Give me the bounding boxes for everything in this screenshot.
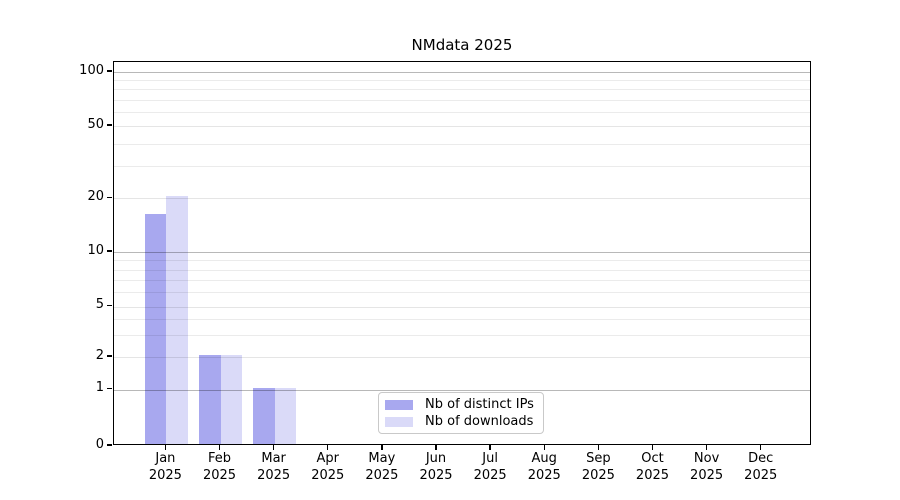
gridline [114, 99, 810, 101]
gridline [114, 260, 810, 262]
x-tick [543, 445, 545, 450]
bar-downloads-mar [274, 387, 297, 444]
gridline [114, 72, 810, 73]
bar-distinct-ips-jan [144, 213, 167, 444]
y-tick [107, 196, 112, 198]
gridline [114, 334, 810, 336]
y-tick-label: 2 [95, 347, 104, 363]
x-tick [218, 445, 221, 450]
gridline [114, 269, 810, 271]
legend-label-distinct-ips: Nb of distinct IPs [425, 397, 534, 412]
y-tick [107, 124, 112, 126]
x-tick [327, 445, 329, 450]
legend: Nb of distinct IPs Nb of downloads [378, 392, 544, 434]
x-tick-label: Jan 2025 [148, 451, 182, 483]
legend-row: Nb of distinct IPs [385, 397, 537, 412]
x-tick-label: Nov 2025 [690, 451, 724, 483]
y-tick [107, 70, 112, 72]
y-tick-label: 50 [87, 116, 104, 132]
x-tick-label: Aug 2025 [527, 451, 561, 483]
y-tick-label: 5 [95, 297, 104, 313]
x-tick [597, 445, 600, 450]
gridline [114, 306, 810, 308]
y-tick [107, 388, 112, 390]
x-tick [435, 445, 437, 450]
gridline [114, 111, 810, 113]
legend-swatch-downloads [385, 416, 413, 427]
x-tick-label: Jun 2025 [419, 451, 453, 483]
plot-area [113, 61, 811, 445]
y-tick [107, 355, 112, 357]
x-tick [651, 445, 654, 450]
x-tick-label: Mar 2025 [257, 451, 291, 483]
chart-title: NMdata 2025 [411, 36, 513, 54]
legend-row: Nb of downloads [385, 414, 537, 429]
gridline [114, 318, 810, 320]
gridline [114, 198, 810, 200]
bar-distinct-ips-feb [198, 355, 221, 444]
y-tick-label: 10 [87, 242, 104, 258]
gridline [114, 166, 810, 168]
x-tick-label: Jul 2025 [473, 451, 507, 483]
y-tick [107, 444, 112, 446]
gridline [114, 292, 810, 294]
x-tick [164, 445, 167, 450]
x-tick-label: Sep 2025 [581, 451, 615, 483]
x-tick-label: Feb 2025 [202, 451, 237, 483]
x-tick-label: Oct 2025 [635, 451, 670, 483]
x-tick [760, 445, 762, 450]
y-tick-label: 100 [79, 62, 104, 78]
gridline [114, 80, 810, 82]
y-tick-label: 0 [95, 436, 104, 452]
gridline [114, 252, 810, 253]
legend-swatch-distinct-ips [385, 399, 413, 410]
bar-downloads-jan [166, 196, 188, 444]
gridline [114, 126, 810, 127]
bar-distinct-ips-mar [253, 387, 275, 444]
y-tick [107, 305, 112, 307]
x-tick-label: Apr 2025 [311, 451, 345, 483]
gridline [114, 89, 810, 91]
x-tick [489, 445, 491, 450]
legend-label-downloads: Nb of downloads [425, 414, 534, 429]
x-tick-label: May 2025 [365, 451, 399, 483]
gridline [114, 143, 810, 145]
y-tick-label: 20 [87, 188, 104, 204]
x-tick-label: Dec 2025 [744, 451, 778, 483]
y-tick [107, 250, 112, 252]
x-tick [272, 445, 275, 450]
gridline [114, 280, 810, 282]
bar-downloads-feb [220, 355, 243, 444]
x-tick [705, 445, 708, 450]
x-tick [381, 445, 383, 450]
y-tick-label: 1 [95, 380, 104, 396]
